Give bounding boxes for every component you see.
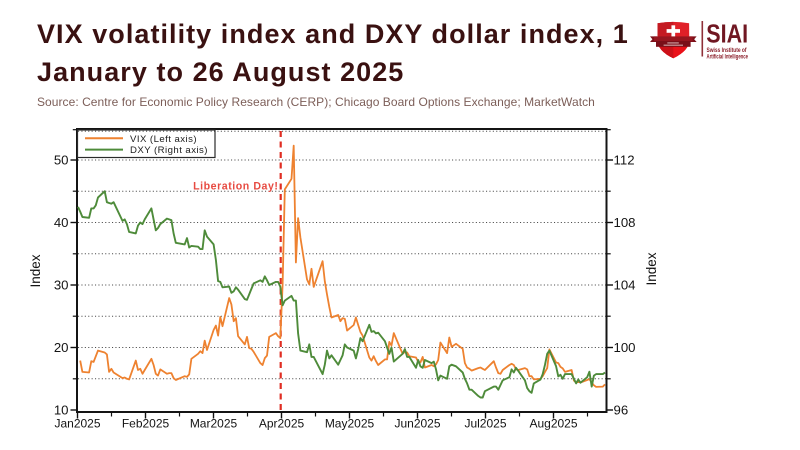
svg-text:Jul2025: Jul2025 [464, 417, 506, 431]
svg-text:Index: Index [644, 252, 659, 285]
svg-text:40: 40 [54, 215, 69, 230]
svg-text:Feb2025: Feb2025 [122, 417, 170, 431]
svg-text:96: 96 [614, 403, 629, 418]
svg-text:112: 112 [614, 153, 635, 168]
svg-text:Artificial Intelligence: Artificial Intelligence [707, 53, 749, 60]
svg-text:10: 10 [54, 403, 69, 418]
svg-text:Swiss Institute of: Swiss Institute of [707, 47, 748, 54]
svg-text:Jan2025: Jan2025 [54, 417, 100, 431]
svg-text:100: 100 [614, 340, 636, 355]
svg-text:VIX (Left axis): VIX (Left axis) [130, 134, 197, 145]
svg-text:Jun2025: Jun2025 [394, 417, 440, 431]
svg-text:104: 104 [614, 278, 636, 293]
svg-text:Liberation Day!: Liberation Day! [193, 181, 278, 193]
svg-text:Apr2025: Apr2025 [259, 417, 305, 431]
svg-text:108: 108 [614, 215, 636, 230]
svg-text:Mar2025: Mar2025 [190, 417, 238, 431]
svg-text:50: 50 [54, 153, 69, 168]
svg-text:SIAI: SIAI [706, 20, 748, 48]
svg-text:30: 30 [54, 278, 69, 293]
svg-text:Index: Index [28, 254, 43, 287]
svg-text:Aug2025: Aug2025 [529, 417, 577, 431]
svg-text:20: 20 [54, 340, 69, 355]
svg-text:May2025: May2025 [325, 417, 375, 431]
svg-text:DXY (Right axis): DXY (Right axis) [130, 145, 208, 156]
